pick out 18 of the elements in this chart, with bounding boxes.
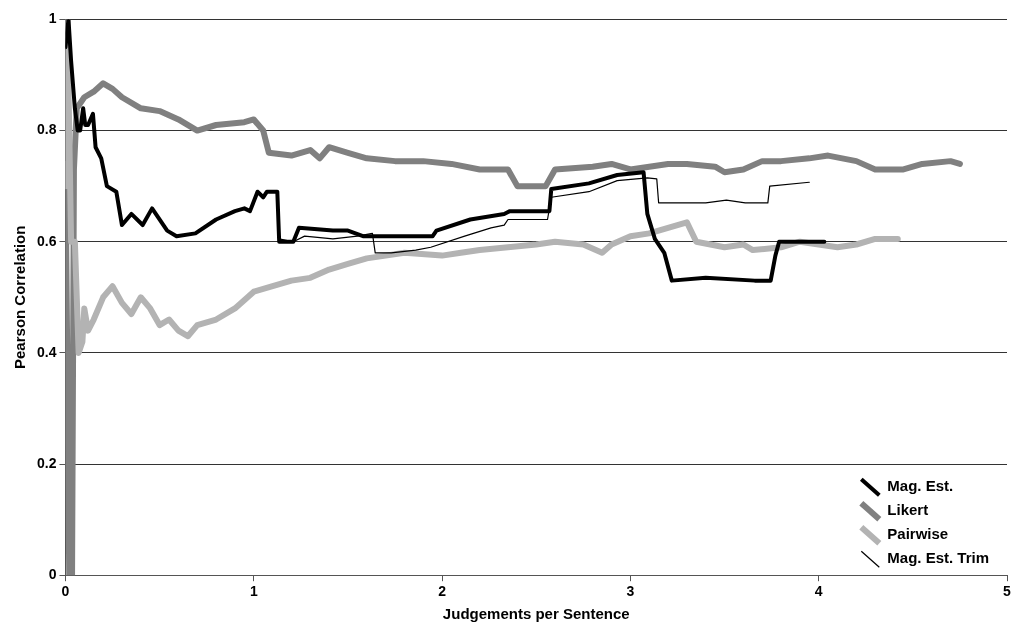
y-tick-label: 0.2	[36, 454, 57, 471]
x-axis-title: Judgements per Sentence	[442, 605, 630, 623]
y-tick-label: 0	[48, 566, 57, 583]
legend-label: Mag. Est. Trim	[887, 549, 990, 567]
y-axis-title: Pearson Correlation	[11, 225, 29, 369]
x-tick-label: 0	[61, 583, 70, 600]
y-tick-label: 1	[48, 10, 57, 27]
legend-label: Mag. Est.	[887, 477, 954, 495]
legend-label: Pairwise	[887, 525, 949, 543]
legend-label: Likert	[887, 501, 929, 519]
y-tick-label: 0.4	[36, 343, 57, 360]
y-tick-label: 0.6	[36, 232, 57, 249]
x-tick-label: 5	[1003, 583, 1012, 600]
x-tick-label: 1	[249, 583, 258, 600]
x-tick-label: 2	[438, 583, 447, 600]
y-tick-label: 0.8	[36, 121, 57, 138]
x-tick-label: 4	[814, 583, 823, 600]
x-tick-label: 3	[626, 583, 635, 600]
